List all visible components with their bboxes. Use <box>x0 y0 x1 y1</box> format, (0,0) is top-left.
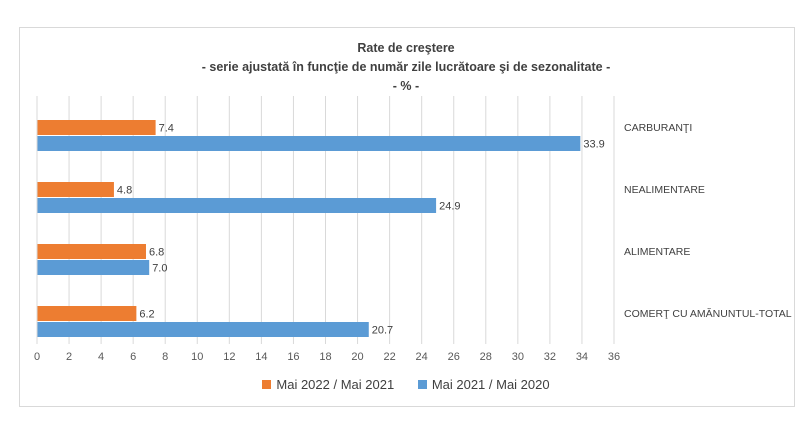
legend-swatch-series-2 <box>417 380 427 389</box>
data-label: 7.4 <box>159 123 174 135</box>
x-tick-label: 26 <box>448 351 460 363</box>
x-tick-label: 14 <box>255 351 267 363</box>
x-tick-label: 0 <box>34 351 40 363</box>
data-label: 33.9 <box>583 139 604 151</box>
bar <box>37 260 150 275</box>
x-tick-label: 20 <box>351 351 363 363</box>
bar <box>37 322 369 337</box>
chart-title: Rate de creştere <box>357 41 455 55</box>
chart-legend: Mai 2022 / Mai 2021 Mai 2021 / Mai 2020 <box>0 377 812 392</box>
chart-frame <box>19 27 795 407</box>
x-tick-label: 4 <box>98 351 104 363</box>
data-label: 6.8 <box>149 247 164 259</box>
chart-subtitle: - serie ajustată în funcţie de număr zil… <box>201 60 611 74</box>
x-tick-label: 32 <box>544 351 556 363</box>
legend-item-series-1: Mai 2022 / Mai 2021 <box>262 377 394 392</box>
legend-label-series-1: Mai 2022 / Mai 2021 <box>276 377 395 392</box>
category-label: COMERŢ CU AMĂNUNTUL-TOTAL <box>624 307 792 320</box>
bar <box>37 182 114 197</box>
chart-unit: - % - <box>392 79 420 93</box>
legend-item-series-2: Mai 2021 / Mai 2020 <box>417 377 550 392</box>
x-tick-label: 2 <box>66 351 72 363</box>
data-label: 4.8 <box>117 185 132 197</box>
x-tick-label: 36 <box>608 351 620 363</box>
x-tick-label: 34 <box>576 351 588 363</box>
category-label: NEALIMENTARE <box>624 184 705 196</box>
x-tick-label: 28 <box>480 351 492 363</box>
x-tick-label: 22 <box>383 351 395 363</box>
data-label: 7.0 <box>152 263 167 275</box>
x-tick-label: 18 <box>319 351 331 363</box>
legend-swatch-series-1 <box>262 380 272 389</box>
bar <box>37 306 137 321</box>
category-label: ALIMENTARE <box>624 246 690 258</box>
data-label: 6.2 <box>139 309 154 321</box>
x-tick-label: 30 <box>512 351 524 363</box>
bar <box>37 136 581 151</box>
bar <box>37 244 146 259</box>
x-tick-label: 10 <box>191 351 203 363</box>
x-tick-label: 6 <box>130 351 136 363</box>
x-tick-label: 8 <box>162 351 168 363</box>
data-label: 24.9 <box>439 201 460 213</box>
bar <box>37 198 437 213</box>
legend-label-series-2: Mai 2021 / Mai 2020 <box>431 377 550 392</box>
category-label: CARBURANŢI <box>624 122 692 134</box>
bar <box>37 120 156 135</box>
x-tick-label: 24 <box>416 351 428 363</box>
data-label: 20.7 <box>372 325 393 337</box>
x-tick-label: 12 <box>223 351 235 363</box>
x-tick-label: 16 <box>287 351 299 363</box>
